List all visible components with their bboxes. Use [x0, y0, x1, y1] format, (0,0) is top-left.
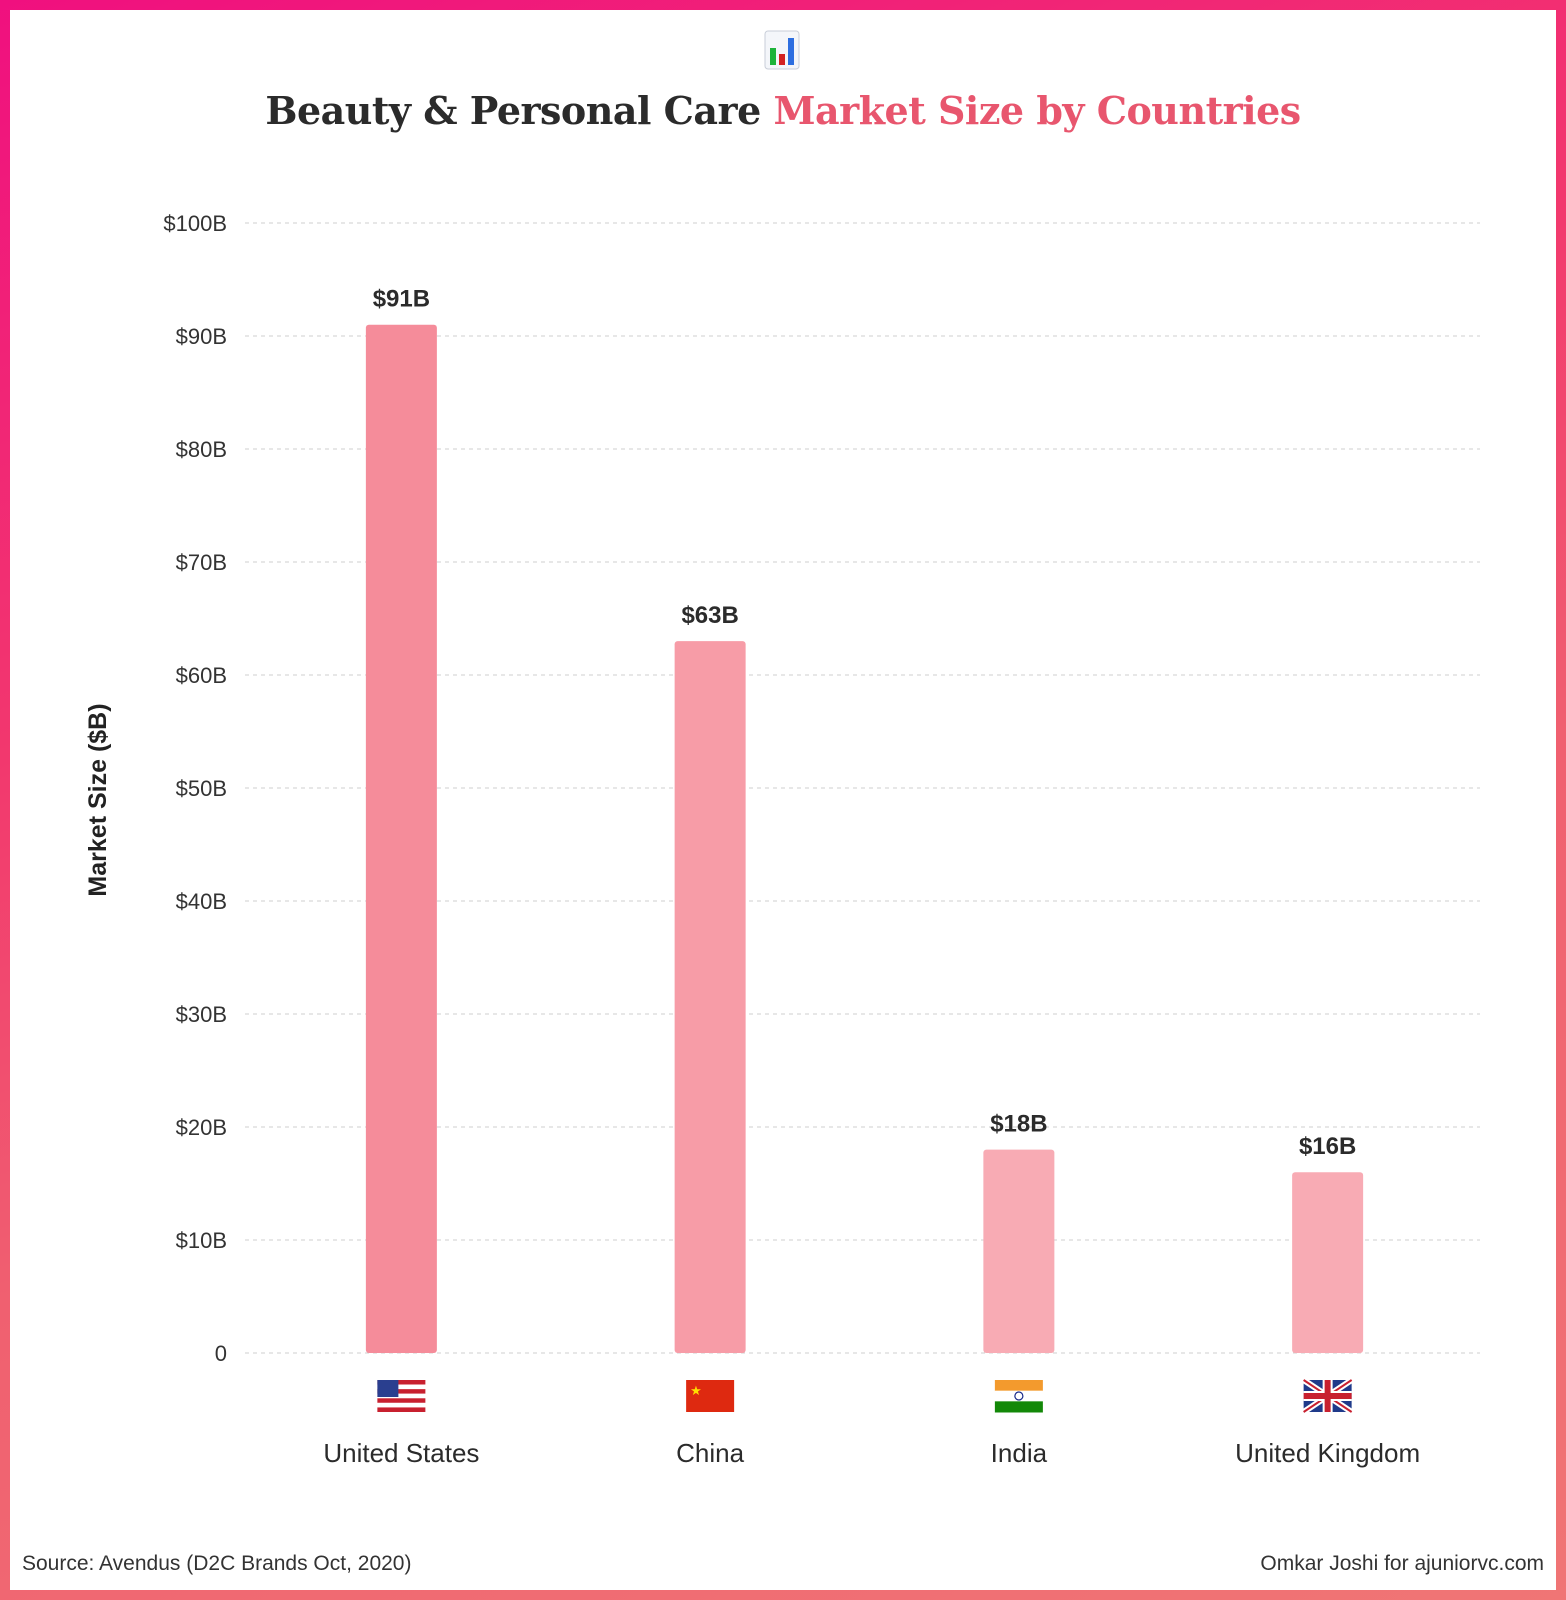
y-tick-label: $80B	[176, 437, 227, 462]
bar-chart: 0 $10B $20B $30B $40B $50B $60B $70B $80B $90B $10…	[84, 211, 1480, 1468]
bar-value-label: $16B	[1299, 1133, 1356, 1160]
chart-title-main: Beauty & Personal Care	[265, 88, 774, 133]
cn-flag-icon: ★	[686, 1380, 735, 1412]
y-tick-label: $20B	[176, 1115, 227, 1140]
x-tick-label: India	[991, 1438, 1048, 1468]
y-tick-label: 0	[215, 1341, 227, 1366]
bar	[674, 641, 746, 1353]
source-note: Source: Avendus (D2C Brands Oct, 2020)	[22, 1552, 412, 1575]
y-tick-label: $10B	[176, 1228, 227, 1253]
us-flag-icon	[377, 1380, 426, 1412]
bar	[983, 1149, 1055, 1353]
x-tick-label: United States	[323, 1438, 479, 1468]
bar	[365, 324, 437, 1354]
y-tick-label: $30B	[176, 1002, 227, 1027]
y-tick-label: $70B	[176, 550, 227, 575]
y-tick-label: $60B	[176, 663, 227, 688]
y-tick-label: $100B	[163, 211, 227, 236]
gb-flag-icon	[1301, 1377, 1354, 1415]
bar-chart-icon	[764, 30, 800, 70]
x-tick-label: United Kingdom	[1235, 1438, 1420, 1468]
chart-title: Beauty & Personal Care Market Size by Co…	[0, 88, 1566, 133]
bar	[1292, 1172, 1364, 1353]
x-tick-label: China	[676, 1438, 744, 1468]
y-tick-label: $90B	[176, 324, 227, 349]
in-flag-icon	[994, 1380, 1043, 1413]
svg-text:★: ★	[690, 1383, 702, 1398]
y-tick-label: $40B	[176, 889, 227, 914]
bar-value-label: $18B	[990, 1111, 1047, 1138]
bar-value-label: $91B	[373, 286, 430, 313]
y-axis-label: Market Size ($B)	[84, 703, 112, 896]
y-tick-label: $50B	[176, 776, 227, 801]
chart-title-accent: Market Size by Countries	[773, 88, 1301, 133]
credit-note: Omkar Joshi for ajuniorvc.com	[1260, 1552, 1544, 1575]
bar-value-label: $63B	[681, 602, 738, 629]
